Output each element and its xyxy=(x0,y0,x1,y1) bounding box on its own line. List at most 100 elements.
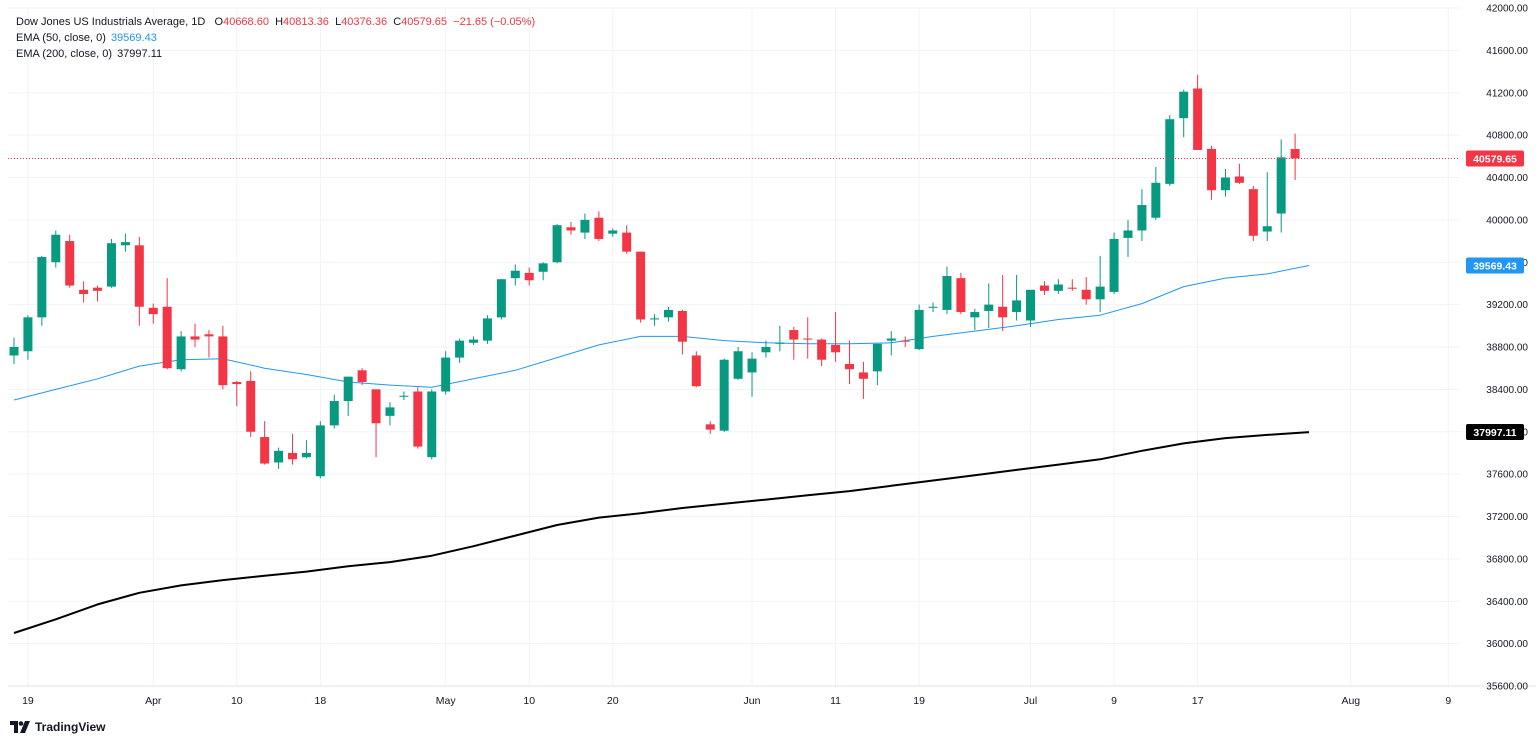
candle-body xyxy=(427,391,437,458)
ema200-line xyxy=(13,431,1310,634)
candle-body xyxy=(789,330,799,340)
candle-body xyxy=(37,256,47,318)
price-tick-label: 36800.00 xyxy=(1486,554,1528,565)
candle-up xyxy=(176,331,186,372)
candle-body xyxy=(1276,157,1286,214)
candle-down xyxy=(79,281,89,303)
candle-down xyxy=(566,221,576,235)
candle-body xyxy=(817,339,827,360)
time-tick-label: 9 xyxy=(1111,695,1117,707)
candle-body xyxy=(1039,285,1049,291)
candle-body xyxy=(1095,286,1105,300)
time-axis[interactable]: 19 Apr 10 18 May 10 20 Jun 11 19 Jul 9 17 Aug 9 xyxy=(22,695,1451,707)
open-label: O xyxy=(214,16,224,28)
tradingview-logo[interactable]: TradingView xyxy=(10,720,105,734)
candle-body xyxy=(93,287,103,291)
legend-ema200-row[interactable]: EMA (200, close, 0) 37997.11 xyxy=(16,46,535,62)
candle-up xyxy=(580,213,590,239)
candle-up xyxy=(1053,279,1063,295)
candle-up xyxy=(301,440,311,459)
candle-body xyxy=(218,336,228,386)
candle-body xyxy=(190,336,200,340)
price-tick-label: 41200.00 xyxy=(1486,88,1528,99)
price-tag-label: 37997.11 xyxy=(1473,427,1516,439)
low-value: 40376.36 xyxy=(341,16,388,28)
candle-down xyxy=(357,368,367,386)
time-tick-label: 19 xyxy=(22,695,34,707)
candle-body xyxy=(65,241,75,286)
candle-body xyxy=(831,344,841,353)
candle-down xyxy=(705,421,715,434)
candle-body xyxy=(566,227,576,231)
candle-body xyxy=(1220,177,1230,191)
candle-body xyxy=(538,263,548,272)
candle-down xyxy=(65,234,75,288)
candle-body xyxy=(900,340,910,342)
price-tick-label: 37200.00 xyxy=(1486,512,1528,523)
candle-up xyxy=(1137,189,1147,242)
candle-body xyxy=(636,251,646,320)
price-tick-label: 37600.00 xyxy=(1486,470,1528,481)
candle-down xyxy=(998,274,1008,332)
candle-body xyxy=(1067,287,1077,289)
ema50-label: EMA (50, close, 0) xyxy=(16,32,106,44)
legend-ema50-row[interactable]: EMA (50, close, 0) 39569.43 xyxy=(16,30,535,46)
candle-up xyxy=(399,391,409,400)
candle-body xyxy=(274,450,284,463)
candle-up xyxy=(274,447,284,469)
candle-down xyxy=(594,211,604,242)
candle-down xyxy=(260,421,270,465)
candle-body xyxy=(441,357,451,392)
candle-up xyxy=(51,230,61,268)
tradingview-logo-icon xyxy=(10,721,30,733)
candle-body xyxy=(120,242,130,246)
candle-body xyxy=(733,351,743,379)
candle-body xyxy=(970,312,980,318)
candle-up xyxy=(23,315,33,360)
candle-down xyxy=(636,251,646,323)
candle-body xyxy=(1012,300,1022,313)
candle-up xyxy=(455,338,465,363)
candle-body xyxy=(747,358,757,373)
time-tick-label: 19 xyxy=(913,695,925,707)
time-tick-label: 17 xyxy=(1192,695,1204,707)
candle-down xyxy=(831,312,841,362)
candle-down xyxy=(371,389,381,458)
time-tick-label: Jun xyxy=(744,695,761,707)
candle-body xyxy=(413,391,423,447)
price-tick-label: 41600.00 xyxy=(1486,46,1528,57)
candle-body xyxy=(1193,88,1203,150)
candle-body xyxy=(301,452,311,458)
candle-down xyxy=(288,433,297,465)
candle-down xyxy=(413,387,423,449)
price-tag-label: 40579.65 xyxy=(1473,153,1517,165)
price-tag-bg xyxy=(1466,424,1524,441)
price-tick-label: 36000.00 xyxy=(1486,639,1528,650)
candle-down xyxy=(1207,145,1217,200)
candle-up xyxy=(482,315,492,344)
open-value: 40668.60 xyxy=(223,16,269,28)
candle-down xyxy=(803,317,813,359)
price-axis[interactable]: 42000.00 41600.00 41200.00 40800.00 40400.00… xyxy=(1486,4,1528,693)
candle-up xyxy=(469,336,479,345)
candle-down xyxy=(524,267,534,286)
candle-down xyxy=(1290,133,1300,181)
candle-body xyxy=(608,230,618,234)
price-tick-label: 40400.00 xyxy=(1486,173,1528,184)
time-tick-label: 10 xyxy=(523,695,535,707)
candle-up xyxy=(942,266,952,315)
candle-down xyxy=(622,225,632,254)
candle-body xyxy=(1123,230,1133,238)
chart-legend: Dow Jones US Industrials Average, 1D O40… xyxy=(16,14,535,62)
candle-body xyxy=(176,336,186,370)
candle-body xyxy=(552,225,562,263)
candle-body xyxy=(1262,226,1272,232)
high-value: 40813.36 xyxy=(283,16,329,28)
candle-body xyxy=(1165,119,1175,184)
symbol-title[interactable]: Dow Jones US Industrials Average, 1D xyxy=(16,16,206,28)
ema200-line-group xyxy=(13,431,1310,634)
candle-body xyxy=(845,363,854,370)
change-value: −21.65 (−0.05%) xyxy=(453,16,536,28)
candle-up xyxy=(552,224,562,264)
